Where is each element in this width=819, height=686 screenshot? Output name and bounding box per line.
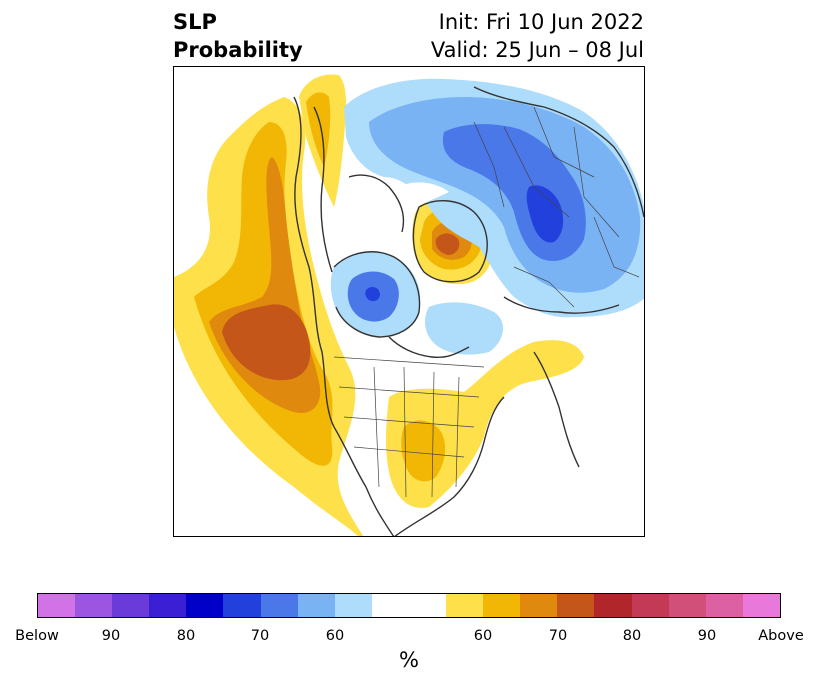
colorbar-tick-label: 70 bbox=[250, 628, 270, 644]
arctic-above-75 bbox=[435, 233, 460, 255]
colorbar-tick-label: 80 bbox=[622, 628, 642, 644]
title-variable: SLP bbox=[173, 10, 217, 34]
colorbar-tick-label: 80 bbox=[176, 628, 196, 644]
coastlines bbox=[293, 86, 644, 536]
political-borders bbox=[333, 106, 640, 498]
colorbar-swatch bbox=[112, 594, 150, 617]
colorbar-swatch bbox=[297, 594, 335, 617]
colorbar-swatch bbox=[705, 594, 743, 617]
colorbar-swatch bbox=[594, 594, 632, 617]
colorbar-swatch bbox=[483, 594, 521, 617]
colorbar-swatch bbox=[520, 594, 558, 617]
hudson-below-70 bbox=[365, 286, 380, 302]
colorbar-swatch bbox=[408, 594, 447, 617]
colorbar-tick-label: 90 bbox=[697, 628, 717, 644]
colorbar-swatch bbox=[260, 594, 298, 617]
colorbar-tick-label: 60 bbox=[473, 628, 493, 644]
colorbar-tick-label: Above bbox=[758, 628, 804, 644]
colorbar-swatch bbox=[186, 594, 224, 617]
pacific-above-75 bbox=[222, 304, 311, 381]
colorbar-tick-label: 60 bbox=[325, 628, 345, 644]
colorbar-swatch bbox=[631, 594, 669, 617]
colorbar-tick-label: Below bbox=[15, 628, 59, 644]
title-left: SLP Probability bbox=[173, 8, 303, 64]
init-date: Init: Fri 10 Jun 2022 bbox=[438, 10, 644, 34]
title-right: Init: Fri 10 Jun 2022 Valid: 25 Jun – 08… bbox=[431, 8, 644, 64]
colorbar-swatch bbox=[371, 594, 409, 617]
colorbar-swatch bbox=[38, 594, 76, 617]
atlantic-above-65 bbox=[401, 420, 446, 482]
colorbar-tick-label: 70 bbox=[548, 628, 568, 644]
colorbar-swatch bbox=[668, 594, 706, 617]
colorbar-swatch bbox=[223, 594, 261, 617]
colorbar bbox=[37, 593, 781, 618]
colorbar-tick-label: 90 bbox=[101, 628, 121, 644]
baffin-below-60 bbox=[424, 302, 504, 355]
colorbar-swatch bbox=[334, 594, 372, 617]
colorbar-swatch bbox=[75, 594, 113, 617]
colorbar-unit: % bbox=[399, 648, 419, 672]
arctic-neutral bbox=[399, 182, 449, 207]
colorbar-swatch bbox=[149, 594, 187, 617]
eurasia-below-75 bbox=[526, 185, 564, 243]
map-panel bbox=[173, 66, 645, 537]
probability-map bbox=[174, 67, 644, 536]
colorbar-swatch bbox=[557, 594, 595, 617]
colorbar-swatch bbox=[742, 594, 780, 617]
valid-range: Valid: 25 Jun – 08 Jul bbox=[430, 38, 644, 62]
title-type: Probability bbox=[173, 38, 303, 62]
colorbar-swatch bbox=[446, 594, 484, 617]
